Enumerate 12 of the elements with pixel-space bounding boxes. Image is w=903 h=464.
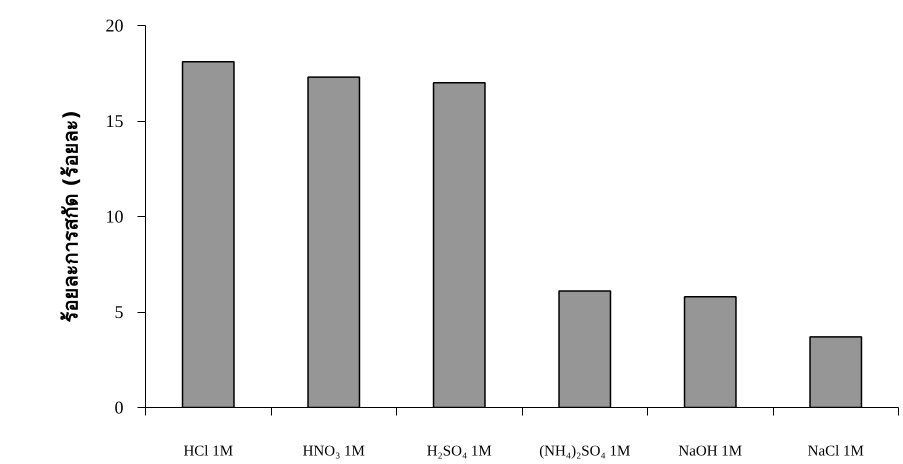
y-tick-label: 20 — [106, 16, 124, 36]
x-tick-label: HNO₃ 1M — [302, 444, 365, 460]
y-tick-label: 5 — [114, 302, 124, 322]
x-tick-label: H₂SO₄ 1M — [426, 444, 492, 460]
y-axis-title: ร้อยละการสกัด (ร้อยละ) — [58, 110, 82, 323]
x-tick-label: (NH₄)₂SO₄ 1M — [539, 444, 630, 460]
x-tick-label: NaOH 1M — [678, 444, 742, 460]
y-tick-label: 0 — [114, 398, 124, 418]
x-tick-label: NaCl 1M — [808, 444, 864, 460]
y-tick-label: 10 — [106, 206, 124, 226]
x-tick-label: HCl 1M — [183, 444, 234, 460]
y-tick-label: 15 — [106, 111, 124, 131]
